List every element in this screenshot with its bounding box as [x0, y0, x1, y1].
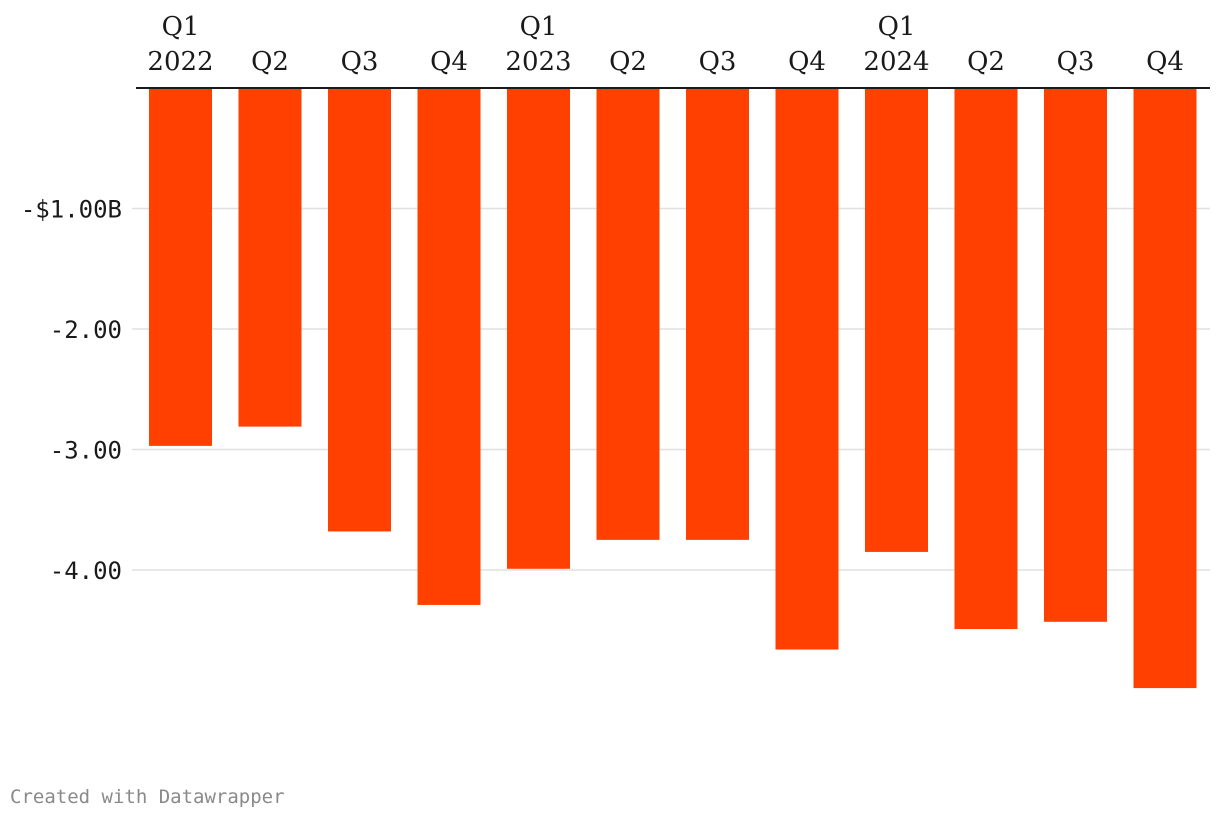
y-tick-label: -2.00 [50, 316, 122, 344]
category-quarter-label: Q4 [430, 47, 468, 77]
category-year-label: 2024 [863, 47, 929, 77]
y-tick-label-bg [0, 313, 132, 345]
category-quarter-label: Q4 [1146, 47, 1184, 77]
bar[interactable] [865, 88, 928, 552]
bar[interactable] [596, 88, 660, 540]
category-year-label: 2022 [147, 47, 213, 77]
y-tick-label-bg [0, 192, 132, 225]
y-tick-label: -4.00 [50, 557, 122, 585]
bar[interactable] [775, 88, 839, 650]
category-quarter-label: Q1 [162, 12, 200, 42]
bar[interactable] [238, 88, 302, 427]
y-tick-label-bg [0, 554, 132, 586]
bar[interactable] [1044, 88, 1107, 622]
bar[interactable] [507, 88, 570, 569]
bar[interactable] [328, 88, 391, 532]
credit-text[interactable]: Created with Datawrapper [10, 786, 285, 808]
category-quarter-label: Q2 [251, 47, 289, 77]
category-quarter-label: Q3 [699, 47, 737, 77]
category-quarter-label: Q2 [609, 47, 647, 77]
bar[interactable] [1133, 88, 1197, 689]
bar[interactable] [417, 88, 481, 605]
category-quarter-label: Q2 [967, 47, 1005, 77]
y-tick-label: -3.00 [50, 437, 122, 465]
category-quarter-label: Q3 [1057, 47, 1095, 77]
category-quarter-label: Q1 [520, 12, 558, 42]
category-quarter-label: Q3 [341, 47, 379, 77]
category-quarter-label: Q1 [878, 12, 916, 42]
bar[interactable] [686, 88, 749, 540]
y-tick-label-bg [0, 433, 132, 466]
category-year-label: 2023 [505, 47, 571, 77]
bar[interactable] [954, 88, 1018, 630]
category-quarter-label: Q4 [788, 47, 826, 77]
bar[interactable] [149, 88, 212, 446]
y-tick-label: -$1.00B [21, 196, 122, 224]
